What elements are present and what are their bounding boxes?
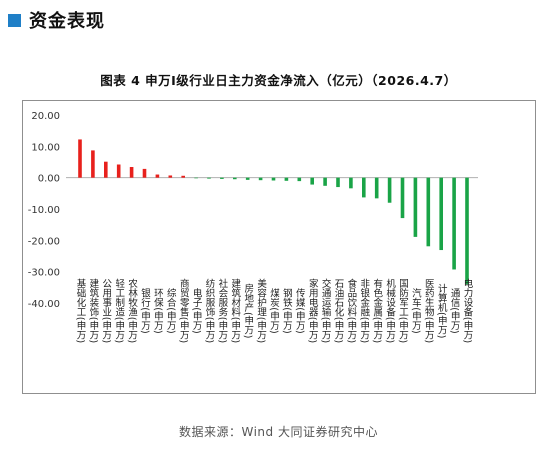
section-marker-icon <box>8 13 21 27</box>
y-tick-label: 0.00 <box>38 174 60 185</box>
category-label: 综合(申万) <box>165 288 177 334</box>
bar <box>426 177 431 247</box>
category-label: 建筑装饰(申万) <box>87 278 99 343</box>
category-label: 国防军工(申万) <box>397 279 409 343</box>
category-label: 电子(申万) <box>191 288 203 334</box>
y-tick-label: -20.00 <box>28 236 60 247</box>
bar <box>78 139 82 178</box>
category-label: 汽车(申万) <box>410 288 422 334</box>
category-label: 食品饮料(申万) <box>345 278 357 343</box>
category-label: 轻工制造(申万) <box>113 278 125 343</box>
category-label: 通信(申万) <box>449 288 461 333</box>
bar <box>297 177 302 182</box>
bar <box>465 177 469 285</box>
category-label: 商贸零售(申万) <box>178 278 190 343</box>
bar <box>104 161 108 178</box>
category-label: 基础化工(申万) <box>75 278 87 343</box>
category-label: 计算机(申万) <box>436 283 448 339</box>
bar <box>349 177 353 189</box>
category-label: 美容护理(申万) <box>255 278 267 343</box>
category-label: 传媒(申万) <box>294 288 306 334</box>
y-tick-label: 10.00 <box>31 142 60 153</box>
bar <box>374 177 379 199</box>
y-tick-label: -10.00 <box>28 205 60 216</box>
category-label: 房地产(申万) <box>242 283 254 339</box>
bar <box>233 177 237 180</box>
bar <box>155 174 160 178</box>
bar <box>439 177 443 251</box>
bar <box>284 177 289 181</box>
category-label: 电力设备(申万) <box>462 278 474 343</box>
bar <box>271 177 276 181</box>
bar <box>258 177 263 181</box>
bar <box>400 177 405 219</box>
section-title: 资金表现 <box>29 11 105 32</box>
bar <box>168 175 173 178</box>
category-label: 钢铁(申万) <box>281 288 293 334</box>
category-label: 纺织服饰(申万) <box>204 278 216 343</box>
chart-frame <box>22 100 536 394</box>
bar <box>181 175 185 178</box>
bar <box>387 177 392 203</box>
bar <box>336 177 340 188</box>
bar <box>362 177 366 198</box>
y-tick-label: 20.00 <box>31 111 60 122</box>
category-label: 煤炭(申万) <box>268 288 280 334</box>
bar <box>413 177 418 237</box>
bar <box>129 167 134 178</box>
category-label: 家用电器(申万) <box>307 278 319 343</box>
category-label: 石油石化(申万) <box>333 279 345 343</box>
category-label: 有色金属(申万) <box>371 278 383 343</box>
bar <box>245 177 250 180</box>
bar <box>194 177 198 179</box>
category-label: 非银金融(申万) <box>358 278 370 343</box>
chart-title: 图表 4 申万Ⅰ级行业日主力资金净流入（亿元）（2026.4.7） <box>100 73 457 88</box>
source-note: 数据来源：Wind 大同证券研究中心 <box>179 425 378 439</box>
y-tick-label: -30.00 <box>28 268 60 279</box>
bar <box>207 177 211 179</box>
category-label: 机械设备(申万) <box>384 278 396 343</box>
y-tick-label: -40.00 <box>28 299 60 310</box>
category-label: 银行(申万) <box>139 288 151 334</box>
category-label: 社会服务(申万) <box>216 278 228 343</box>
category-label: 公用事业(申万) <box>100 279 112 343</box>
category-label: 农林牧渔(申万) <box>126 278 138 343</box>
bar <box>220 177 224 179</box>
bar <box>91 150 95 178</box>
bar <box>452 177 456 270</box>
category-label: 建筑材料(申万) <box>229 278 241 343</box>
bar <box>142 168 147 178</box>
bar <box>323 177 327 186</box>
category-label: 交通运输(申万) <box>320 278 332 343</box>
category-label: 环保(申万) <box>152 288 164 333</box>
section-header: 资金表现 <box>8 8 105 32</box>
bar <box>116 164 121 178</box>
bar <box>310 177 314 185</box>
category-label: 医药生物(申万) <box>423 279 435 343</box>
